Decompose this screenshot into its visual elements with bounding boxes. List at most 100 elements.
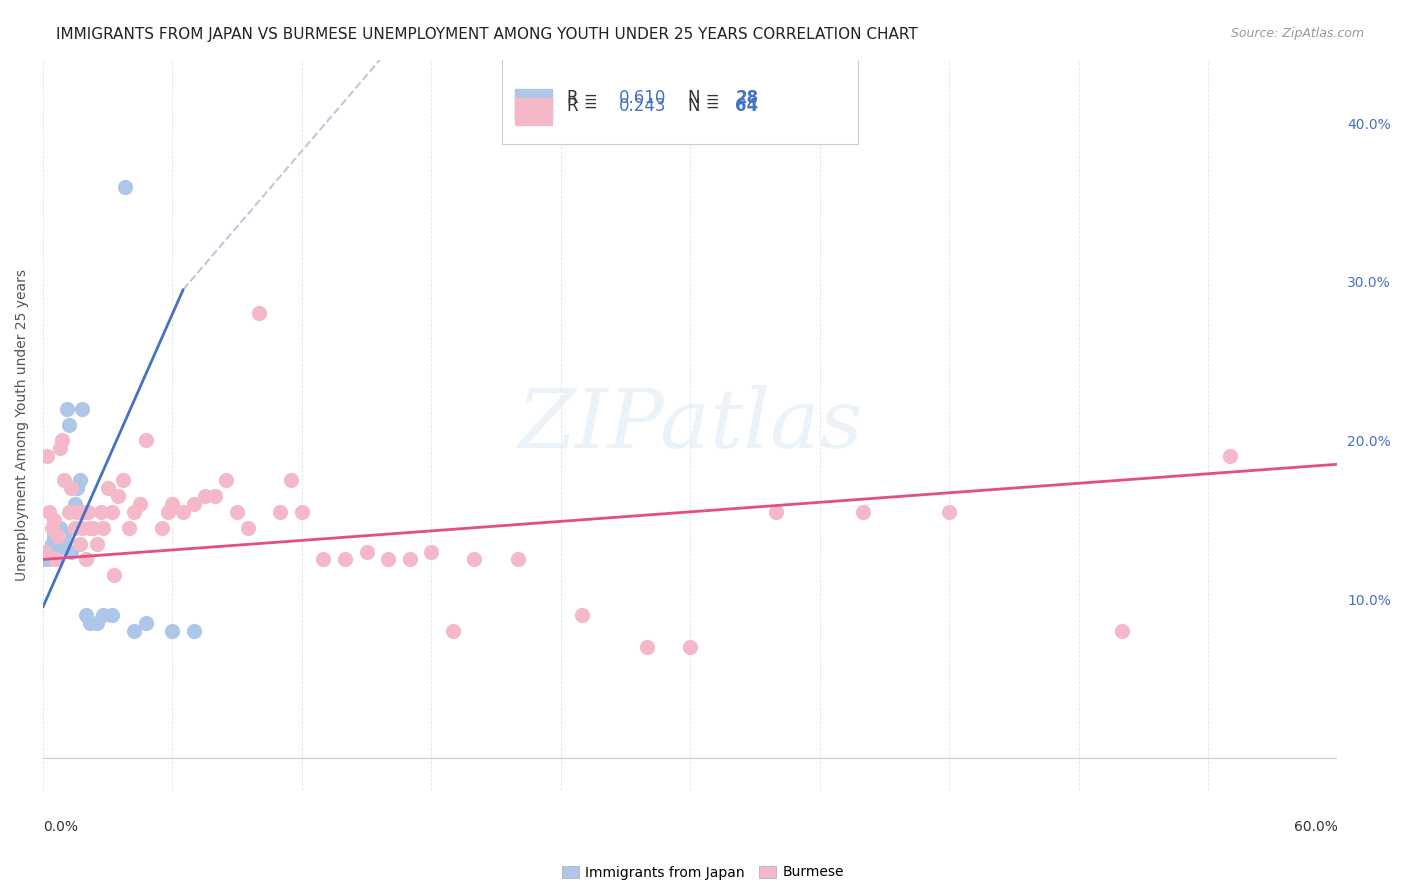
Point (51, 434, 73, 448)
Point (70, 401, 93, 416)
Point (333, 552, 356, 566)
Point (571, 607, 593, 622)
Point (1218, 450, 1240, 464)
Point (38, 505, 60, 519)
Point (377, 552, 399, 566)
Text: 64: 64 (735, 96, 759, 114)
Text: N =: N = (688, 88, 724, 106)
Point (236, 521, 259, 535)
Text: ZIPatlas: ZIPatlas (517, 384, 863, 465)
Point (356, 544, 378, 558)
Point (101, 607, 124, 622)
Point (215, 473, 238, 487)
Point (441, 624, 464, 638)
Point (58, 505, 80, 519)
Point (70, 521, 93, 535)
Point (129, 497, 152, 511)
Point (86, 536, 108, 550)
Point (86, 615, 108, 630)
Point (636, 640, 658, 654)
Point (79, 521, 101, 535)
Point (91, 521, 114, 535)
Point (42, 529, 65, 543)
Point (280, 473, 302, 487)
Point (66, 505, 89, 519)
Point (122, 624, 145, 638)
Point (111, 473, 134, 487)
Text: 0.243: 0.243 (619, 96, 666, 114)
Point (91, 607, 114, 622)
Point (312, 552, 335, 566)
Point (55, 401, 77, 416)
Point (398, 552, 420, 566)
Point (679, 640, 702, 654)
Point (114, 179, 136, 194)
Y-axis label: Unemployment Among Youth under 25 years: Unemployment Among Youth under 25 years (15, 268, 30, 581)
Point (75, 552, 97, 566)
Point (90, 505, 112, 519)
Point (226, 505, 249, 519)
Point (46, 521, 69, 535)
Point (150, 521, 173, 535)
Point (247, 306, 270, 320)
Point (66, 481, 89, 495)
Point (204, 489, 226, 503)
Point (291, 505, 314, 519)
Text: IMMIGRANTS FROM JAPAN VS BURMESE UNEMPLOYMENT AMONG YOUTH UNDER 25 YEARS CORRELA: IMMIGRANTS FROM JAPAN VS BURMESE UNEMPLO… (56, 27, 918, 42)
Point (73, 505, 96, 519)
Point (77, 505, 100, 519)
Text: 0.610: 0.610 (619, 88, 666, 106)
Point (82, 521, 104, 535)
Point (938, 505, 960, 519)
Point (37, 450, 59, 464)
Text: N =: N = (688, 96, 724, 114)
Point (135, 615, 157, 630)
Point (45, 544, 67, 558)
Text: R =: R = (567, 88, 603, 106)
Point (194, 489, 217, 503)
Point (101, 505, 124, 519)
Point (49, 442, 72, 456)
Point (42, 521, 65, 535)
Point (157, 505, 180, 519)
Point (162, 497, 184, 511)
Point (58, 417, 80, 432)
Point (37, 544, 59, 558)
Point (269, 505, 291, 519)
Point (506, 552, 529, 566)
Point (1111, 624, 1133, 638)
Point (34, 552, 56, 566)
Point (852, 505, 875, 519)
Point (420, 544, 443, 558)
Point (65, 497, 87, 511)
FancyBboxPatch shape (516, 89, 551, 117)
Point (172, 505, 194, 519)
Point (53, 529, 76, 543)
Point (463, 552, 485, 566)
Point (183, 624, 205, 638)
Point (107, 489, 129, 503)
Point (118, 521, 141, 535)
Point (79, 615, 101, 630)
Point (38, 552, 60, 566)
Point (122, 505, 145, 519)
FancyBboxPatch shape (516, 97, 551, 125)
Legend: Immigrants from Japan, Burmese: Immigrants from Japan, Burmese (557, 860, 849, 885)
FancyBboxPatch shape (502, 53, 859, 144)
Point (183, 497, 205, 511)
Point (97, 481, 120, 495)
Point (135, 434, 157, 448)
Point (46, 529, 69, 543)
Point (75, 607, 97, 622)
Point (53, 473, 76, 487)
Point (34, 544, 56, 558)
Point (45, 552, 67, 566)
Point (65, 521, 87, 535)
Point (162, 624, 184, 638)
Point (69, 473, 91, 487)
Point (59, 481, 82, 495)
Text: 60.0%: 60.0% (1294, 821, 1337, 834)
Point (69, 536, 91, 550)
Text: Source: ZipAtlas.com: Source: ZipAtlas.com (1230, 27, 1364, 40)
Text: R =: R = (567, 96, 603, 114)
